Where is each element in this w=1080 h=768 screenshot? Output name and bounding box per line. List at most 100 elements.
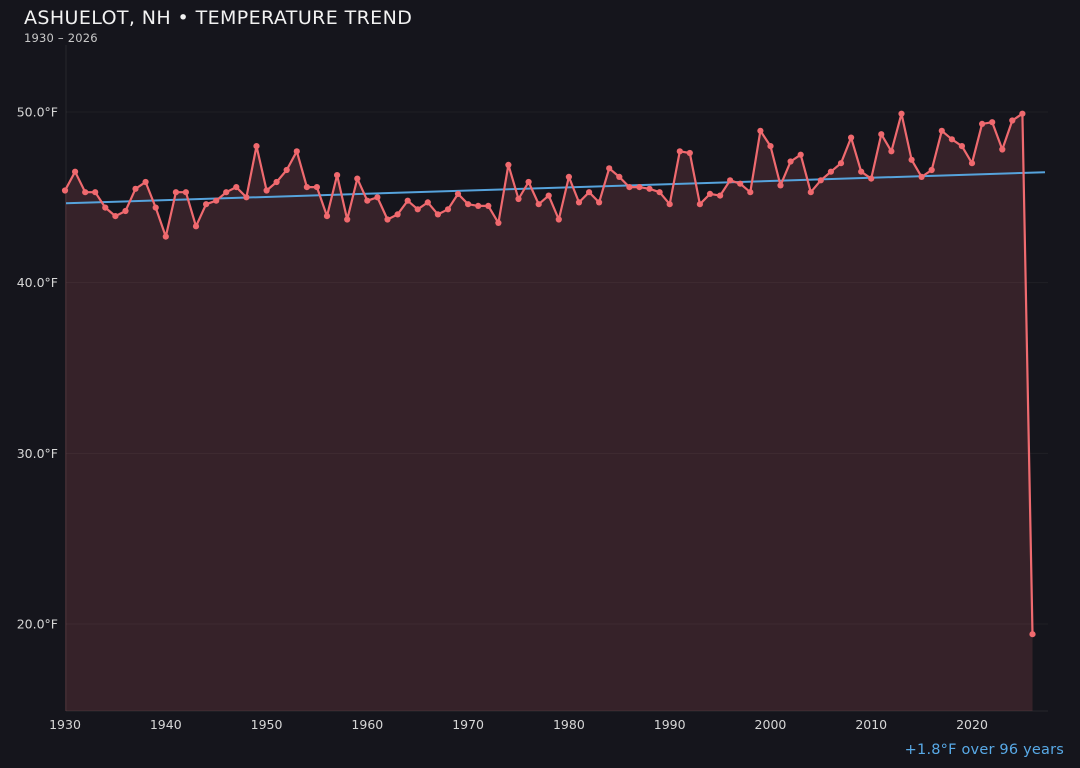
- data-point: [182, 189, 189, 196]
- x-tick-label: 1930: [49, 717, 81, 732]
- data-point: [676, 148, 683, 155]
- data-point: [888, 148, 895, 155]
- data-point: [757, 127, 764, 134]
- x-tick-label: 1980: [553, 717, 585, 732]
- data-point: [384, 216, 391, 223]
- data-point: [596, 199, 603, 206]
- data-point: [213, 197, 220, 204]
- data-point: [243, 194, 250, 201]
- data-point: [837, 160, 845, 167]
- data-point: [787, 158, 794, 165]
- data-point: [606, 165, 613, 172]
- data-point: [485, 202, 492, 209]
- data-point: [374, 194, 381, 201]
- data-point: [313, 184, 320, 191]
- data-point: [293, 148, 300, 155]
- data-point: [958, 143, 966, 150]
- data-point: [848, 134, 855, 141]
- data-point: [979, 120, 986, 127]
- data-point: [636, 184, 643, 191]
- data-point: [817, 177, 824, 184]
- data-point: [344, 216, 351, 223]
- data-point: [263, 187, 270, 194]
- data-point: [454, 190, 462, 197]
- data-point: [61, 187, 69, 194]
- data-point: [334, 172, 341, 179]
- data-point: [989, 119, 996, 126]
- data-point: [878, 131, 885, 138]
- data-point: [565, 173, 573, 180]
- data-point: [586, 189, 593, 196]
- data-point: [968, 160, 976, 167]
- temperature-area-fill: [65, 113, 1033, 711]
- data-point: [444, 206, 452, 213]
- x-tick-label: 2000: [755, 717, 787, 732]
- data-point: [666, 201, 673, 208]
- x-tick-label: 1940: [150, 717, 182, 732]
- data-point: [938, 127, 945, 134]
- data-point: [868, 175, 875, 182]
- data-point: [323, 213, 331, 220]
- x-tick-label: 1950: [251, 717, 283, 732]
- data-point: [132, 185, 139, 192]
- x-tick-label: 2010: [855, 717, 887, 732]
- data-point: [858, 168, 865, 175]
- data-point: [898, 110, 905, 117]
- data-point: [354, 175, 361, 182]
- data-point: [1019, 110, 1026, 117]
- data-point: [162, 233, 169, 240]
- data-point: [414, 206, 421, 213]
- data-point: [747, 189, 754, 196]
- data-point: [223, 189, 230, 196]
- data-point: [424, 199, 431, 206]
- data-point: [777, 182, 784, 189]
- data-point: [918, 173, 925, 180]
- data-point: [364, 197, 371, 204]
- data-point: [112, 213, 119, 220]
- data-point: [1009, 117, 1016, 124]
- data-point: [434, 211, 441, 218]
- data-point: [545, 192, 552, 199]
- data-point: [626, 184, 633, 191]
- data-point: [717, 192, 724, 199]
- x-tick-label: 1990: [654, 717, 686, 732]
- data-point: [273, 178, 280, 186]
- data-point: [737, 180, 744, 187]
- chart-header: ASHUELOT, NH • TEMPERATURE TREND 1930 – …: [24, 7, 412, 45]
- data-point: [827, 168, 835, 175]
- trend-line: [65, 171, 1046, 205]
- data-point: [908, 156, 915, 163]
- data-point: [192, 223, 200, 230]
- data-point: [616, 173, 623, 180]
- y-tick-label: 20.0°F: [17, 616, 58, 631]
- data-point: [555, 216, 562, 223]
- x-tick-label: 1970: [452, 717, 484, 732]
- data-point: [465, 201, 472, 208]
- data-point: [1029, 631, 1036, 638]
- data-point: [283, 166, 290, 174]
- data-point: [928, 166, 935, 174]
- data-point: [152, 204, 159, 211]
- data-point: [172, 189, 179, 196]
- page-subtitle: 1930 – 2026: [24, 30, 98, 45]
- data-point: [767, 143, 774, 150]
- data-point: [303, 184, 310, 191]
- data-point: [505, 161, 512, 168]
- trend-annotation: +1.8°F over 96 years: [904, 742, 1064, 758]
- y-tick-label: 40.0°F: [17, 275, 58, 290]
- y-tick-label: 30.0°F: [17, 446, 58, 461]
- data-point: [696, 201, 704, 208]
- data-point: [646, 185, 653, 192]
- data-point: [999, 146, 1006, 153]
- x-tick-label: 1960: [351, 717, 383, 732]
- data-point: [102, 204, 109, 211]
- data-point: [142, 178, 149, 186]
- data-point: [404, 197, 411, 204]
- data-point: [535, 201, 542, 208]
- data-point: [525, 178, 532, 186]
- data-point: [72, 168, 79, 175]
- data-point: [475, 202, 482, 209]
- data-point: [203, 201, 210, 208]
- data-point: [575, 199, 583, 206]
